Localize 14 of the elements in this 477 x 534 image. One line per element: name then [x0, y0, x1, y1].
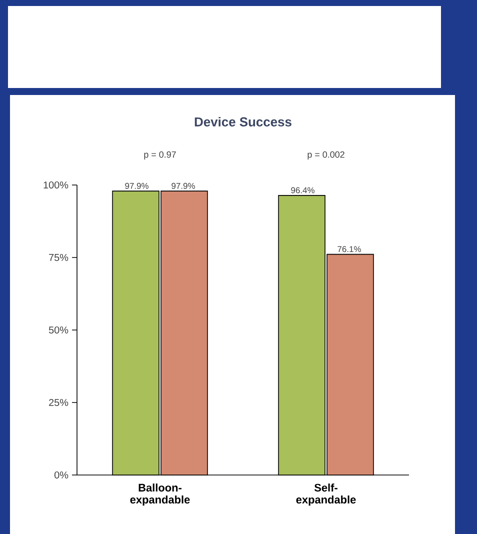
x-tick-label: Self-expandable: [296, 484, 356, 506]
data-label: 76.1%: [338, 246, 361, 252]
data-label: 97.9%: [125, 182, 148, 189]
x-tick-label: Balloon-expandable: [130, 484, 190, 506]
data-label: 97.9%: [172, 182, 195, 189]
y-tick-label: 25%: [49, 398, 68, 406]
chart-title: Device Success: [194, 116, 292, 126]
text: p = 0.002: [308, 151, 344, 160]
data-label: 96.4%: [291, 187, 314, 194]
y-tick-label: 100%: [44, 181, 68, 189]
y-tick-label: 50%: [48, 326, 68, 334]
y-tick-label: 75%: [49, 254, 68, 261]
y-tick-label: 0%: [54, 471, 68, 479]
text: p = 0.97: [144, 151, 176, 160]
